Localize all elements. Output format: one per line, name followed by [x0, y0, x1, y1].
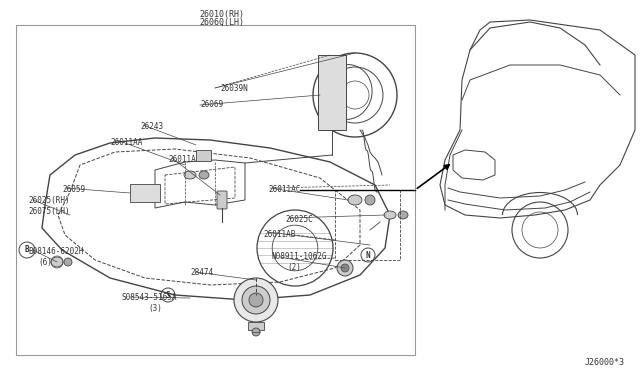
Ellipse shape [184, 171, 196, 179]
FancyBboxPatch shape [248, 322, 264, 330]
Circle shape [341, 264, 349, 272]
Circle shape [234, 278, 278, 322]
Text: B08146-6202H: B08146-6202H [28, 247, 83, 256]
Text: 28474: 28474 [190, 268, 213, 277]
Text: 26010(RH): 26010(RH) [200, 10, 244, 19]
Text: 26060(LH): 26060(LH) [200, 18, 244, 27]
Text: (6): (6) [38, 258, 52, 267]
Text: (3): (3) [148, 304, 162, 313]
Text: N: N [365, 250, 371, 260]
Ellipse shape [398, 211, 408, 219]
FancyBboxPatch shape [217, 191, 227, 209]
FancyBboxPatch shape [195, 150, 211, 160]
FancyBboxPatch shape [130, 184, 160, 202]
Ellipse shape [348, 195, 362, 205]
Ellipse shape [64, 258, 72, 266]
Text: 26011AA: 26011AA [110, 138, 142, 147]
Text: 26075(LH): 26075(LH) [28, 207, 70, 216]
Text: 26059: 26059 [62, 185, 85, 194]
Circle shape [337, 260, 353, 276]
Text: 26011AC: 26011AC [268, 185, 300, 194]
Text: S: S [166, 291, 170, 299]
Text: 26025C: 26025C [285, 215, 313, 224]
Text: J26000*3: J26000*3 [585, 358, 625, 367]
Ellipse shape [384, 211, 396, 219]
Text: B: B [25, 246, 29, 254]
Ellipse shape [51, 257, 63, 267]
Circle shape [252, 328, 260, 336]
Circle shape [249, 293, 263, 307]
Bar [16, 25, 415, 355]
FancyBboxPatch shape [318, 55, 346, 130]
Text: 26011A: 26011A [168, 155, 196, 164]
Ellipse shape [199, 171, 209, 179]
Text: N08911-1062G: N08911-1062G [272, 252, 328, 261]
Text: 26011AB: 26011AB [263, 230, 296, 239]
Text: S08543-5165A: S08543-5165A [122, 293, 177, 302]
Text: 26039N: 26039N [220, 84, 248, 93]
Text: (2): (2) [287, 263, 301, 272]
Ellipse shape [365, 195, 375, 205]
Text: 26025(RH): 26025(RH) [28, 196, 70, 205]
Circle shape [242, 286, 270, 314]
Text: 26243: 26243 [140, 122, 163, 131]
Text: 26069: 26069 [200, 100, 223, 109]
